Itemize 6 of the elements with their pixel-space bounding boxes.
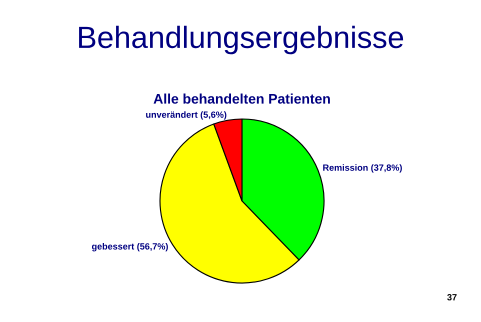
- text: 37: [447, 294, 457, 300]
- slice-label: unverändert (5,6%): [146, 111, 226, 120]
- chart-title: Behandlungsergebnisse: [79, 26, 404, 54]
- slice-label: Remission (37,8%): [323, 164, 402, 173]
- chart-subtitle: Alle behandelten Patienten: [154, 94, 330, 104]
- slice-label: gebessert (56,7%): [92, 242, 168, 252]
